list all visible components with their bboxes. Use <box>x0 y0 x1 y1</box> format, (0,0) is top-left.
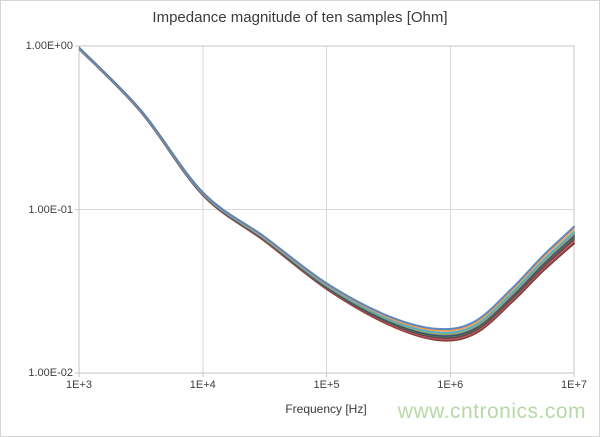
x-tick-label: 1E+7 <box>561 379 587 391</box>
series-group <box>79 46 575 342</box>
x-tick-label: 1E+5 <box>313 379 340 391</box>
x-axis-title: Frequency [Hz] <box>285 402 367 416</box>
chart-title: Impedance magnitude of ten samples [Ohm] <box>152 9 448 26</box>
y-tick-label: 1.00E-02 <box>28 367 73 379</box>
x-tick-label: 1E+4 <box>189 379 216 391</box>
plot-border <box>78 45 575 374</box>
x-tick-label: 1E+6 <box>437 379 464 391</box>
x-tick-label: 1E+3 <box>66 379 92 391</box>
y-tick-label: 1.00E-01 <box>28 203 73 216</box>
series-line-sample-1 <box>79 46 575 331</box>
y-tick-label: 1.00E+00 <box>25 40 73 52</box>
watermark: www.cntronics.com <box>397 400 586 423</box>
